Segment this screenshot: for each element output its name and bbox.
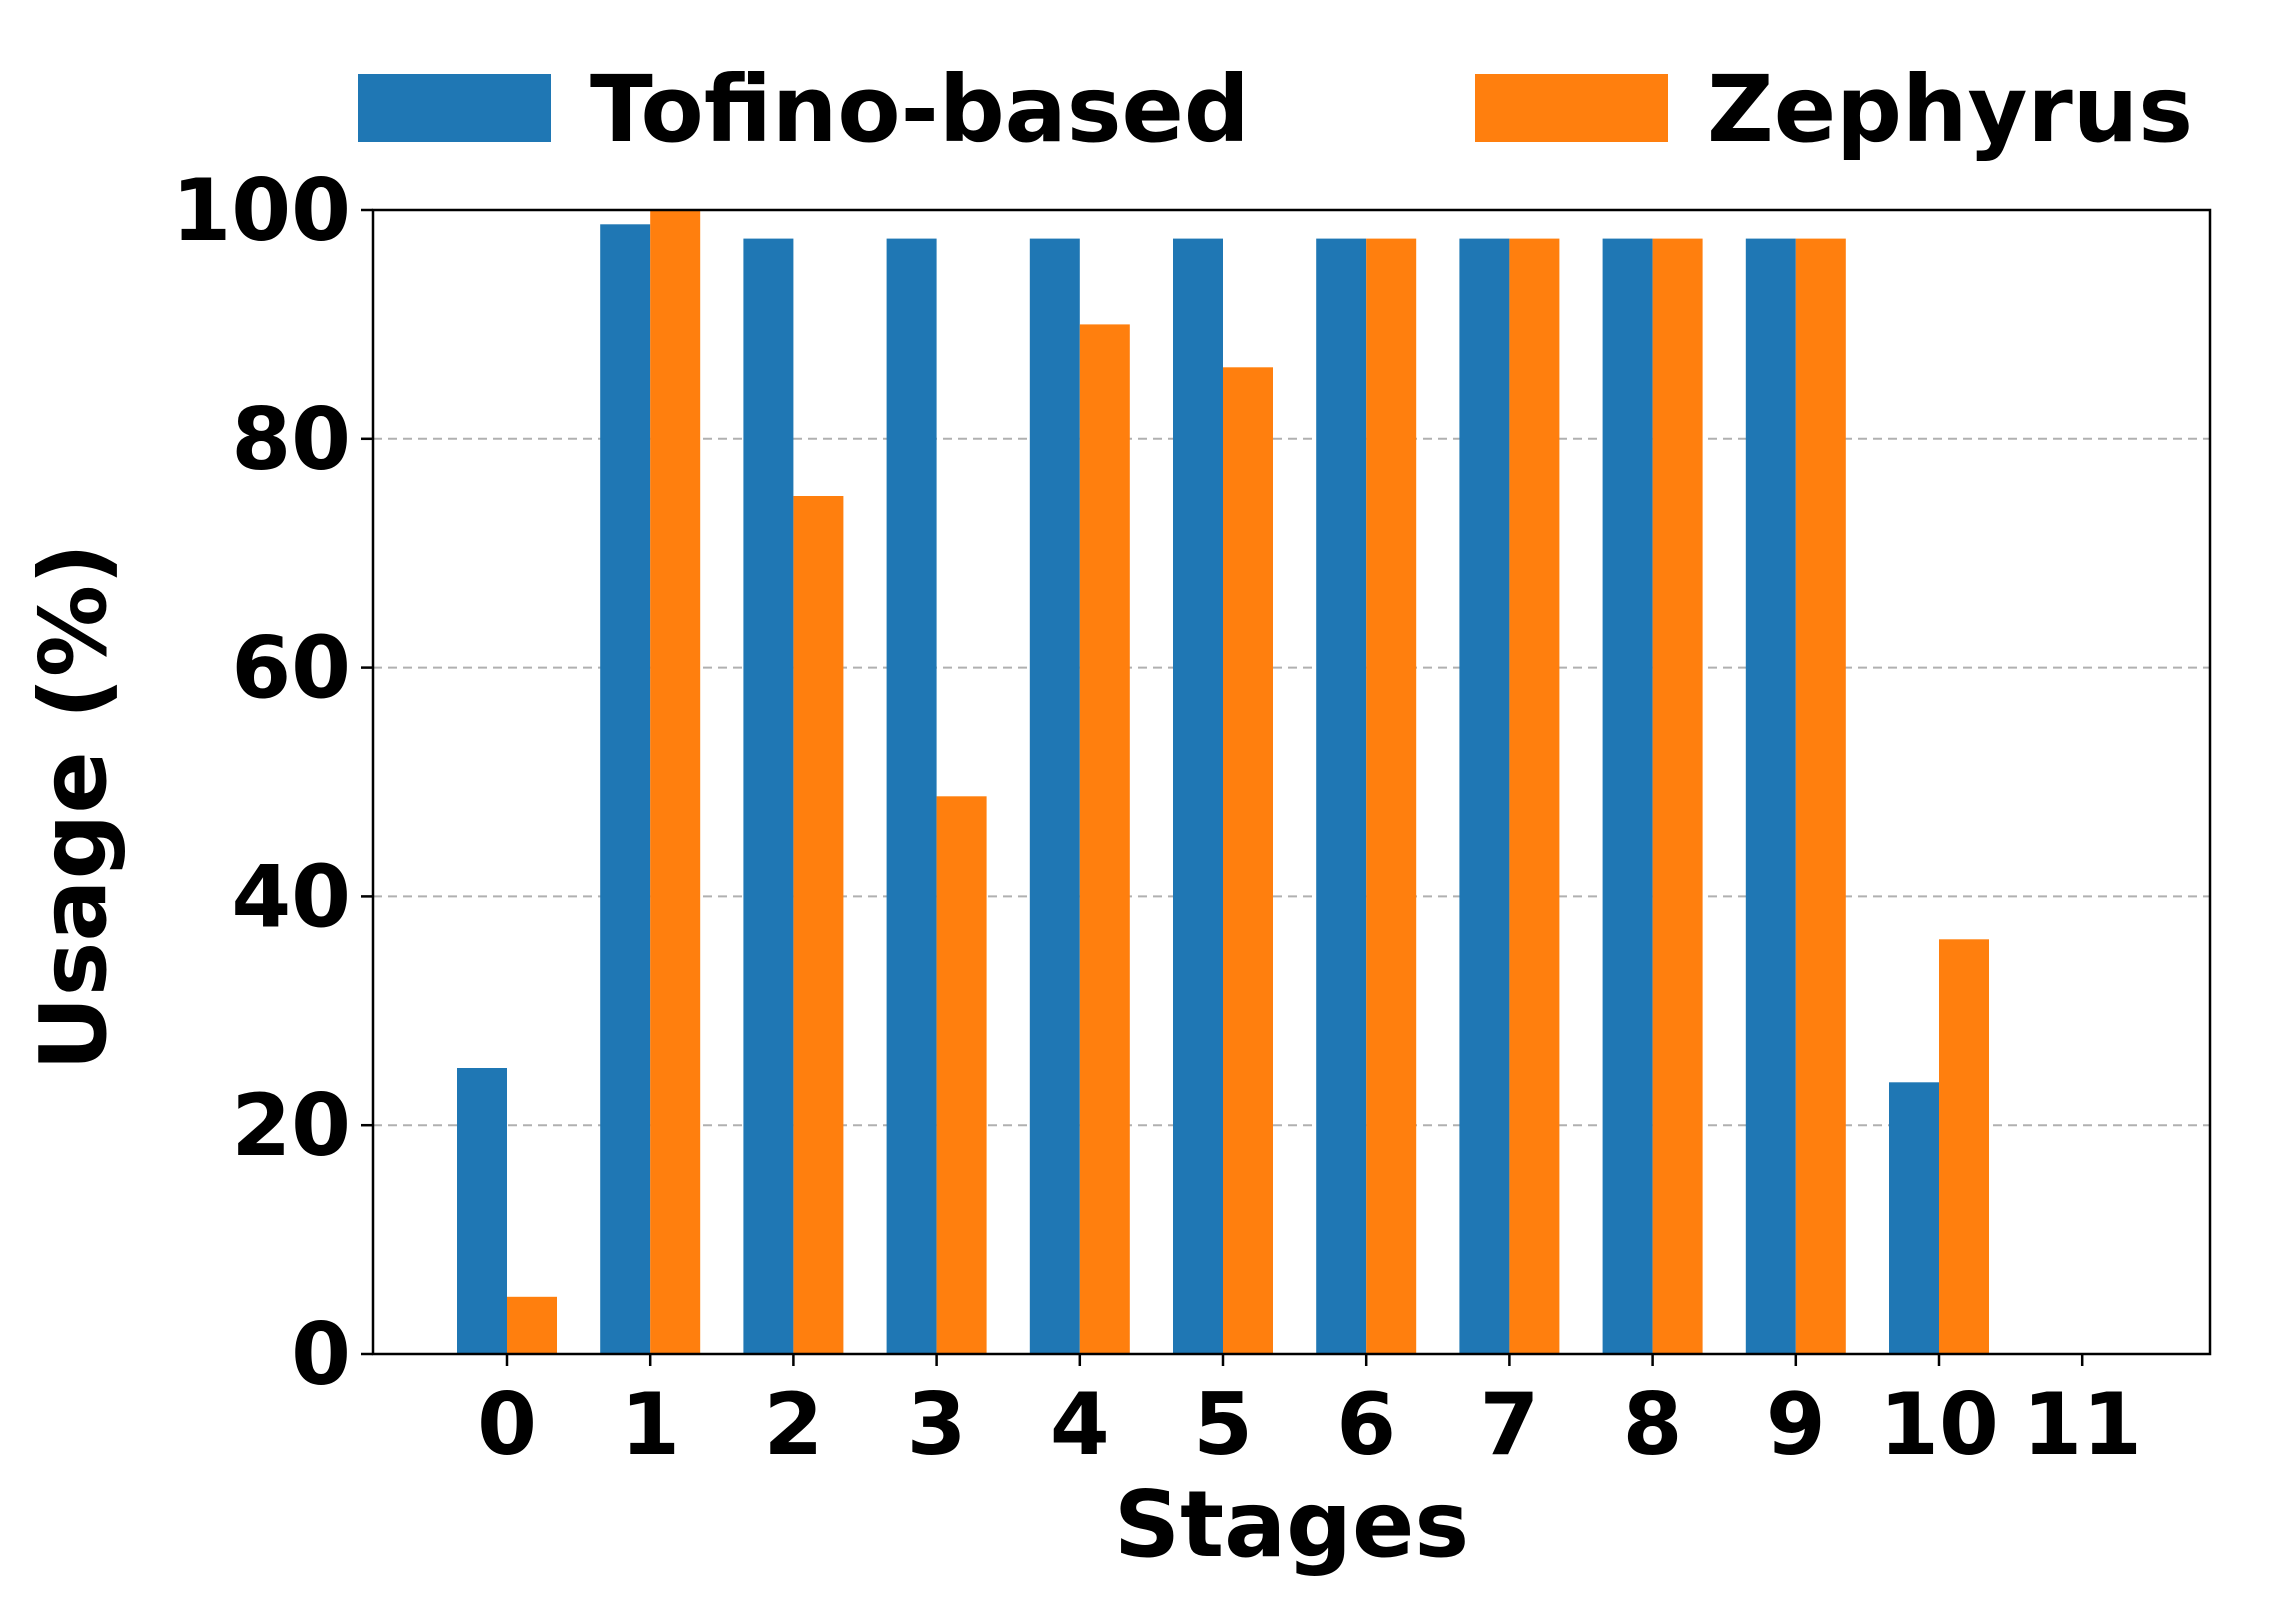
y-tick-label-80: 80 <box>231 390 351 490</box>
x-tick-label-0: 0 <box>477 1375 537 1475</box>
bar-tofino-based-stage-9 <box>1745 238 1796 1355</box>
legend-swatch-zephyrus <box>1475 74 1668 142</box>
x-tick-label-3: 3 <box>907 1375 967 1475</box>
x-tick-label-8: 8 <box>1623 1375 1683 1475</box>
x-axis-ticks: 0 1 2 3 4 5 6 7 8 9 10 11 <box>477 1354 2142 1475</box>
y-tick-label-100: 100 <box>171 161 351 261</box>
bar-tofino-based-stage-6 <box>1316 238 1367 1355</box>
bar-zephyrus-stage-0 <box>507 1296 557 1354</box>
x-tick-label-4: 4 <box>1050 1375 1110 1475</box>
bar-tofino-based-stage-3 <box>886 238 937 1355</box>
y-tick-label-0: 0 <box>291 1305 351 1405</box>
plot-frame <box>371 208 2212 1356</box>
bar-zephyrus-stage-1 <box>650 210 701 1354</box>
y-tick-label-20: 20 <box>231 1076 351 1176</box>
bar-tofino-based-stage-5 <box>1173 238 1223 1355</box>
y-axis-label: Usage (%) <box>20 543 127 1071</box>
x-axis-label: Stages <box>1114 1471 1469 1578</box>
x-tick-label-6: 6 <box>1336 1375 1396 1475</box>
bar-tofino-based-stage-7 <box>1459 238 1510 1355</box>
bar-zephyrus-stage-7 <box>1509 238 1560 1355</box>
bar-zephyrus-stage-6 <box>1366 238 1417 1355</box>
y-axis-ticks: 0 20 40 60 80 100 <box>171 161 373 1405</box>
y-tick-label-60: 60 <box>231 619 351 719</box>
x-tick-label-1: 1 <box>620 1375 680 1475</box>
x-tick-label-5: 5 <box>1193 1375 1253 1475</box>
bar-zephyrus-stage-4 <box>1079 324 1130 1354</box>
bar-zephyrus-stage-5 <box>1223 367 1273 1354</box>
bar-tofino-based-stage-4 <box>1029 238 1080 1355</box>
bar-zephyrus-stage-3 <box>936 796 987 1354</box>
bars <box>457 210 1989 1355</box>
legend-label-zephyrus: Zephyrus <box>1707 56 2193 163</box>
bar-tofino-based-stage-1 <box>600 224 651 1354</box>
x-tick-label-7: 7 <box>1479 1375 1539 1475</box>
bar-tofino-based-stage-0 <box>457 1068 507 1354</box>
legend-label-tofino-based: Tofino-based <box>590 56 1250 163</box>
x-tick-label-10: 10 <box>1879 1375 1999 1475</box>
x-tick-label-2: 2 <box>763 1375 823 1475</box>
legend-swatch-tofino-based <box>358 74 551 142</box>
bar-tofino-based-stage-2 <box>743 238 794 1355</box>
bar-tofino-based-stage-8 <box>1602 238 1653 1355</box>
bar-zephyrus-stage-8 <box>1652 238 1703 1355</box>
x-tick-label-11: 11 <box>2022 1375 2142 1475</box>
bar-tofino-based-stage-10 <box>1889 1082 1939 1354</box>
bar-zephyrus-stage-10 <box>1939 939 1989 1354</box>
bar-zephyrus-stage-9 <box>1795 238 1846 1355</box>
bar-zephyrus-stage-2 <box>793 496 844 1354</box>
y-tick-label-40: 40 <box>231 847 351 947</box>
x-tick-label-9: 9 <box>1766 1375 1826 1475</box>
legend: Tofino-based Zephyrus <box>358 56 2193 163</box>
